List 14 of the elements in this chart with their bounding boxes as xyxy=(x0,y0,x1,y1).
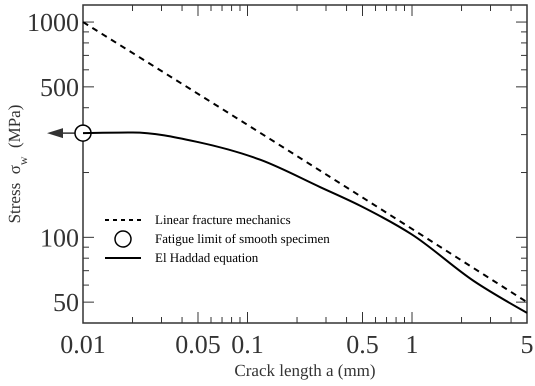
x-tick-label: 0.1 xyxy=(231,330,264,359)
legend-label: Linear fracture mechanics xyxy=(155,212,291,227)
x-tick-label: 1 xyxy=(406,330,419,359)
y-tick-label: 500 xyxy=(40,72,79,102)
y-tick-label: 1000 xyxy=(27,8,79,38)
y-tick-label: 100 xyxy=(40,223,79,252)
x-tick-label: 0.05 xyxy=(175,330,221,359)
x-tick-label: 0.5 xyxy=(346,330,379,359)
x-tick-label: 5 xyxy=(520,330,534,359)
y-tick-label: 50 xyxy=(53,288,79,318)
legend-label: Fatigue limit of smooth specimen xyxy=(155,231,330,246)
legend-label: El Haddad equation xyxy=(155,250,259,265)
x-tick-label: 0.01 xyxy=(60,330,106,359)
x-axis-title: Crack length a (mm) xyxy=(234,361,376,380)
